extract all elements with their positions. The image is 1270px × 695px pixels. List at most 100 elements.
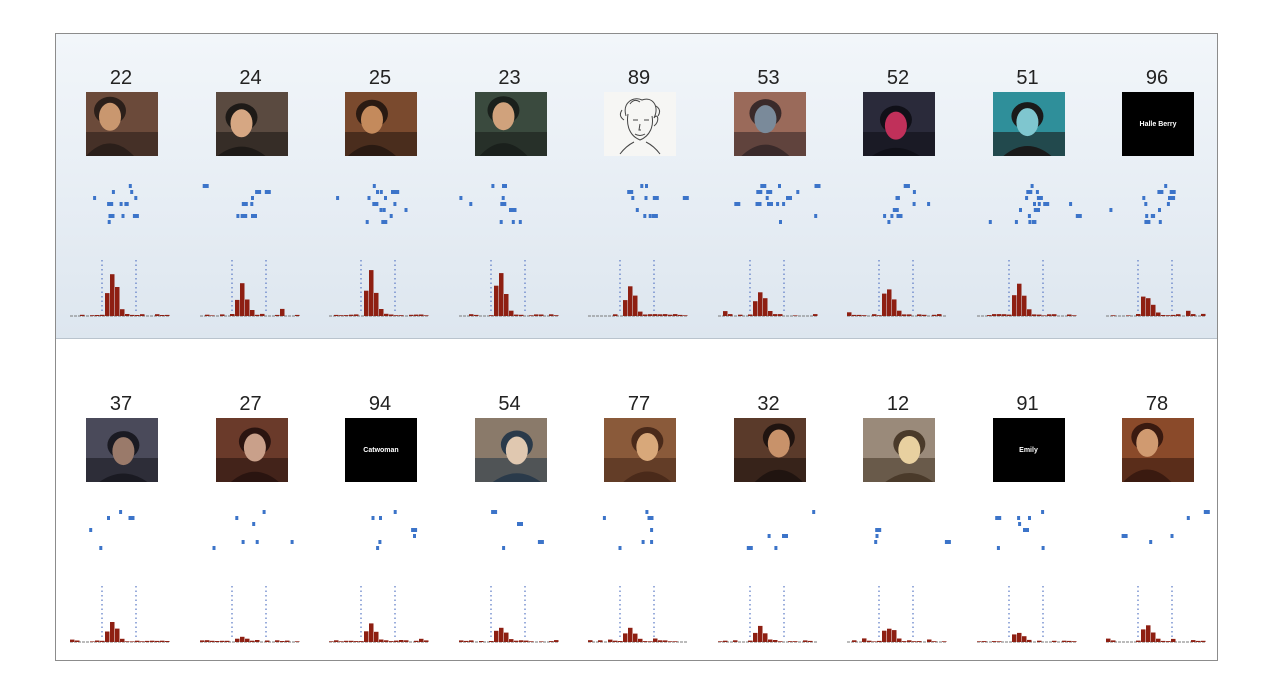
stimulus-number: 37 [109, 393, 133, 415]
histogram-bar [498, 273, 503, 316]
response-plots [588, 510, 688, 643]
spike-mark [411, 528, 418, 532]
spike-mark [511, 220, 515, 224]
histogram-bar [1016, 283, 1021, 316]
spike-histogram [976, 632, 1076, 642]
histogram-bar [254, 640, 259, 642]
histogram-bar [847, 312, 852, 316]
spike-histogram [588, 627, 678, 642]
spike-mark [499, 202, 506, 206]
histogram-bar [772, 640, 777, 642]
histogram-bar [339, 315, 344, 316]
spike-mark [645, 184, 648, 188]
histogram-bar [732, 640, 737, 642]
histogram-bar [852, 314, 857, 316]
stimulus-cell: 53 [708, 44, 830, 334]
histogram-bar [274, 314, 279, 316]
spike-mark [874, 540, 878, 544]
histogram-bar [1156, 312, 1161, 316]
histogram-bar [468, 314, 473, 316]
stimulus-cell: 51 [967, 44, 1089, 334]
histogram-bar [991, 641, 996, 642]
spike-mark [264, 190, 271, 194]
spike-mark [755, 190, 762, 194]
spike-mark [682, 196, 689, 200]
spike-mark [501, 546, 505, 550]
histogram-bar [1061, 640, 1066, 642]
histogram-bar [1066, 314, 1071, 316]
photo-image [215, 418, 288, 482]
histogram-bar [897, 638, 902, 642]
stimulus-cell: 25 [319, 44, 441, 334]
histogram-bar [379, 639, 384, 642]
histogram-bar [349, 640, 354, 642]
histogram-bar [917, 314, 922, 316]
histogram-bar [518, 314, 523, 316]
histogram-bar [279, 641, 284, 642]
histogram-bar [792, 315, 797, 316]
spike-histogram [1106, 625, 1206, 642]
histogram-bar [254, 314, 259, 316]
photo-stimulus [733, 92, 806, 156]
spike-mark [516, 522, 523, 526]
histogram-bar [1036, 640, 1041, 642]
photo-image [215, 92, 288, 156]
histogram-bar [991, 314, 996, 316]
spike-mark [501, 196, 505, 200]
histogram-bar [767, 311, 772, 316]
histogram-bar [334, 314, 339, 316]
stimulus-cell: 78 [1096, 370, 1217, 660]
histogram-bar [394, 640, 399, 642]
histogram-bar [1136, 314, 1141, 316]
histogram-bar [1066, 640, 1071, 642]
histogram-bar [140, 314, 145, 316]
histogram-bar [518, 640, 523, 642]
spike-raster [602, 510, 654, 550]
histogram-bar [872, 314, 877, 316]
spike-mark [781, 534, 788, 538]
histogram-bar [1011, 634, 1016, 642]
histogram-bar [374, 292, 379, 316]
spike-mark [1158, 220, 1162, 224]
histogram-bar [1141, 629, 1146, 642]
histogram-bar [722, 640, 727, 642]
histogram-bar [234, 638, 239, 642]
spike-mark [371, 516, 375, 520]
spike-mark [1041, 546, 1045, 550]
spike-histogram [468, 273, 558, 316]
histogram-bar [334, 640, 339, 642]
histogram-bar [663, 314, 668, 316]
response-plots [588, 184, 689, 317]
histogram-bar [1151, 632, 1156, 642]
spike-raster [1109, 184, 1176, 224]
histogram-bar [115, 287, 120, 316]
spike-mark [508, 208, 515, 212]
histogram-bar [508, 639, 513, 642]
histogram-bar [120, 309, 125, 316]
spike-mark [132, 214, 139, 218]
histogram-bar [503, 632, 508, 642]
histogram-bar [937, 314, 942, 316]
spike-mark [996, 546, 1000, 550]
histogram-bar [882, 293, 887, 316]
spike-mark [365, 220, 369, 224]
spike-mark [1036, 196, 1043, 200]
response-plots [847, 528, 951, 643]
spike-mark [944, 540, 951, 544]
spike-mark [988, 220, 992, 224]
spike-mark [379, 516, 382, 520]
histogram-bar [717, 641, 722, 642]
histogram-bar [633, 633, 638, 642]
spike-mark [781, 202, 785, 206]
spike-mark [372, 202, 379, 206]
histogram-bar [548, 641, 553, 642]
histogram-bar [165, 641, 170, 642]
photo-image [474, 92, 547, 156]
histogram-bar [917, 641, 922, 642]
response-plots [847, 184, 947, 317]
photo-stimulus [992, 92, 1065, 156]
photo-image [1122, 418, 1194, 482]
histogram-bar [927, 639, 932, 642]
spike-mark [107, 220, 111, 224]
histogram-bar [209, 640, 214, 642]
